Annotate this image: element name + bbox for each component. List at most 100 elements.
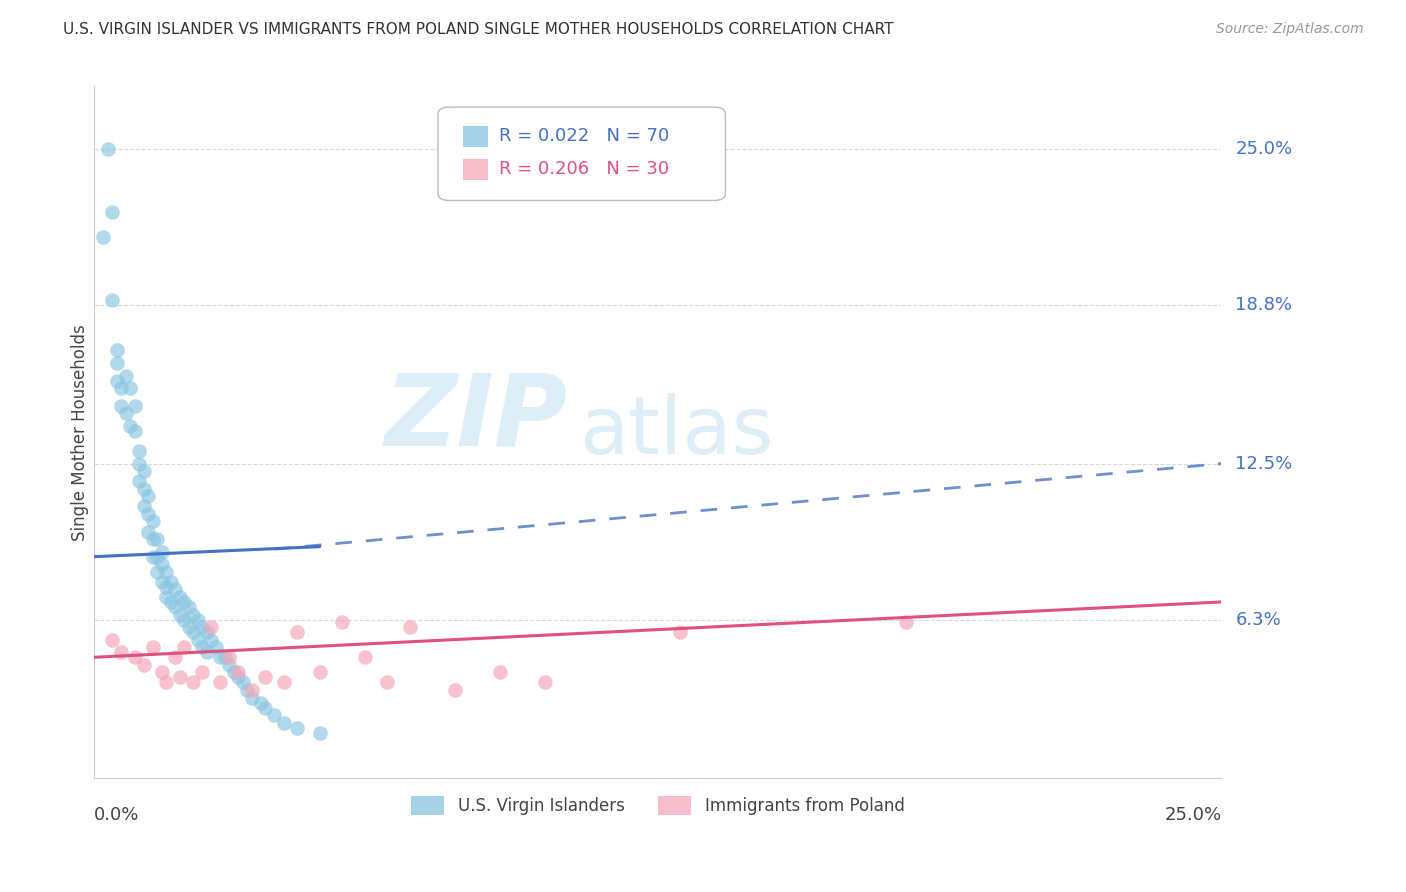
Point	[308, 665, 330, 680]
Point	[165, 650, 187, 665]
Point	[187, 613, 209, 627]
Point	[534, 675, 557, 690]
Point	[285, 625, 308, 640]
Text: 25.0%: 25.0%	[1236, 140, 1292, 158]
Point	[240, 683, 263, 698]
Point	[236, 683, 259, 698]
Point	[120, 418, 142, 433]
Point	[169, 607, 191, 622]
Point	[173, 640, 195, 655]
Point	[128, 457, 150, 471]
Point	[240, 690, 263, 705]
Point	[669, 625, 692, 640]
Point	[101, 293, 124, 307]
Point	[110, 645, 132, 659]
Point	[165, 599, 187, 614]
Point	[228, 665, 250, 680]
Point	[173, 613, 195, 627]
Point	[146, 532, 169, 546]
Text: Source: ZipAtlas.com: Source: ZipAtlas.com	[1216, 22, 1364, 37]
Point	[128, 444, 150, 458]
Point	[124, 650, 146, 665]
Point	[183, 675, 205, 690]
Point	[177, 620, 200, 634]
Point	[155, 580, 177, 594]
Point	[191, 620, 214, 634]
Point	[142, 532, 165, 546]
Point	[132, 500, 155, 514]
Point	[155, 590, 177, 604]
Point	[128, 474, 150, 488]
Point	[132, 482, 155, 496]
Point	[120, 381, 142, 395]
Point	[132, 464, 155, 478]
Point	[114, 406, 136, 420]
Point	[150, 558, 173, 572]
Point	[91, 230, 114, 244]
Text: 6.3%: 6.3%	[1236, 610, 1281, 629]
Point	[330, 615, 353, 629]
Point	[205, 640, 228, 655]
Point	[218, 650, 240, 665]
Point	[110, 381, 132, 395]
Bar	[463, 126, 488, 146]
Point	[105, 374, 128, 388]
Point	[132, 657, 155, 672]
Point	[114, 368, 136, 383]
Point	[228, 670, 250, 684]
Point	[159, 574, 181, 589]
Point	[142, 640, 165, 655]
Point	[375, 675, 398, 690]
FancyBboxPatch shape	[437, 107, 725, 201]
Point	[254, 670, 277, 684]
Point	[191, 640, 214, 655]
Point	[214, 650, 236, 665]
Point	[136, 507, 159, 521]
Point	[150, 544, 173, 558]
Point	[398, 620, 420, 634]
Point	[97, 142, 120, 156]
Point	[105, 343, 128, 358]
Point	[142, 515, 165, 529]
Point	[191, 665, 214, 680]
Point	[146, 549, 169, 564]
Point	[489, 665, 512, 680]
Point	[263, 708, 285, 723]
Point	[177, 599, 200, 614]
Text: 12.5%: 12.5%	[1236, 455, 1292, 473]
Point	[273, 715, 295, 730]
Point	[183, 607, 205, 622]
Point	[444, 683, 467, 698]
Point	[142, 549, 165, 564]
Text: 18.8%: 18.8%	[1236, 296, 1292, 314]
Point	[250, 696, 273, 710]
Point	[285, 721, 308, 735]
Point	[150, 665, 173, 680]
Y-axis label: Single Mother Households: Single Mother Households	[72, 324, 89, 541]
Point	[187, 632, 209, 647]
Point	[200, 620, 222, 634]
Text: atlas: atlas	[579, 393, 773, 471]
Text: R = 0.206   N = 30: R = 0.206 N = 30	[499, 161, 669, 178]
Text: ZIP: ZIP	[385, 370, 568, 467]
Text: R = 0.022   N = 70: R = 0.022 N = 70	[499, 128, 669, 145]
Point	[169, 590, 191, 604]
Point	[165, 582, 187, 597]
Text: U.S. VIRGIN ISLANDER VS IMMIGRANTS FROM POLAND SINGLE MOTHER HOUSEHOLDS CORRELAT: U.S. VIRGIN ISLANDER VS IMMIGRANTS FROM …	[63, 22, 894, 37]
Point	[195, 645, 218, 659]
Point	[146, 565, 169, 579]
Point	[155, 565, 177, 579]
Point	[136, 524, 159, 539]
Point	[101, 632, 124, 647]
Point	[173, 595, 195, 609]
Point	[136, 489, 159, 503]
Point	[124, 424, 146, 438]
Point	[218, 657, 240, 672]
Point	[232, 675, 254, 690]
Legend: U.S. Virgin Islanders, Immigrants from Poland: U.S. Virgin Islanders, Immigrants from P…	[405, 789, 911, 822]
Point	[150, 574, 173, 589]
Point	[159, 595, 181, 609]
Point	[222, 665, 245, 680]
Point	[200, 632, 222, 647]
Point	[101, 205, 124, 219]
